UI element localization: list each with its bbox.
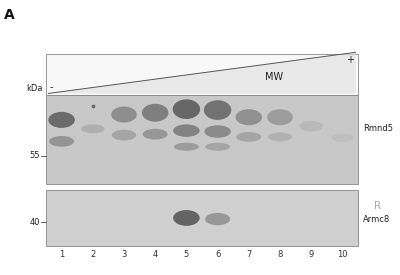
- Text: 3: 3: [121, 250, 127, 259]
- Bar: [46, 54, 358, 95]
- Text: 9: 9: [308, 250, 314, 259]
- Ellipse shape: [268, 132, 292, 141]
- Polygon shape: [48, 52, 356, 94]
- Ellipse shape: [173, 124, 200, 137]
- Text: 10: 10: [337, 250, 348, 259]
- Ellipse shape: [143, 129, 168, 140]
- Text: 4: 4: [152, 250, 158, 259]
- Text: kDa: kDa: [26, 84, 43, 93]
- Text: 6: 6: [215, 250, 220, 259]
- Ellipse shape: [204, 100, 231, 120]
- Text: A: A: [4, 8, 15, 22]
- Ellipse shape: [205, 143, 230, 151]
- Text: Rmnd5: Rmnd5: [363, 124, 393, 133]
- Bar: [46, 95, 358, 184]
- Ellipse shape: [142, 104, 168, 122]
- Text: -: -: [50, 82, 54, 92]
- Ellipse shape: [332, 134, 353, 142]
- Text: 7: 7: [246, 250, 252, 259]
- Ellipse shape: [48, 112, 75, 128]
- Ellipse shape: [111, 106, 137, 123]
- Ellipse shape: [300, 121, 323, 131]
- Ellipse shape: [173, 99, 200, 119]
- Text: +: +: [346, 55, 354, 65]
- Text: 8: 8: [277, 250, 283, 259]
- Ellipse shape: [81, 124, 104, 133]
- Ellipse shape: [205, 213, 230, 225]
- Text: 1: 1: [59, 250, 64, 259]
- Ellipse shape: [204, 125, 231, 138]
- Text: 2: 2: [90, 250, 96, 259]
- Text: Armc8: Armc8: [363, 214, 390, 224]
- Ellipse shape: [49, 136, 74, 147]
- Ellipse shape: [174, 143, 199, 151]
- Text: R: R: [374, 201, 381, 211]
- Text: MW: MW: [265, 73, 283, 82]
- Text: 5: 5: [184, 250, 189, 259]
- Ellipse shape: [173, 210, 200, 226]
- Text: 55: 55: [30, 151, 40, 160]
- Ellipse shape: [236, 132, 261, 142]
- Ellipse shape: [236, 109, 262, 125]
- Ellipse shape: [267, 109, 293, 125]
- Text: 40: 40: [30, 218, 40, 227]
- Ellipse shape: [112, 130, 136, 141]
- Bar: [46, 190, 358, 246]
